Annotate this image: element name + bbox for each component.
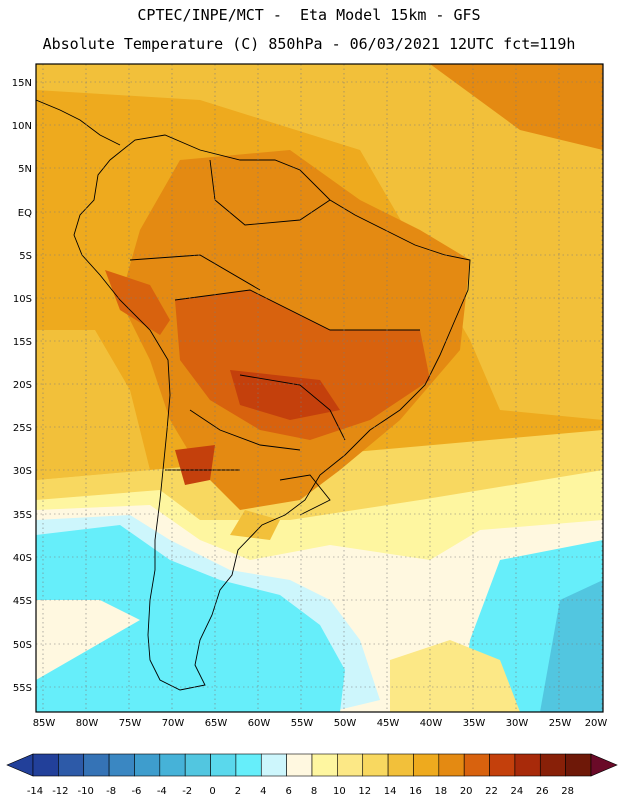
- colorbar-label: -6: [131, 786, 141, 797]
- lat-label: 50S: [13, 640, 32, 651]
- graticule: [36, 64, 603, 712]
- title-line-1: CPTEC/INPE/MCT - Eta Model 15km - GFS: [137, 6, 481, 24]
- lat-label: 5S: [19, 251, 32, 262]
- colorbar-label: 2: [235, 786, 241, 797]
- lat-label: 15S: [13, 337, 32, 348]
- colorbar-swatch: [438, 753, 465, 777]
- colorbar-label: 16: [409, 786, 422, 797]
- colorbar-swatch: [159, 753, 186, 777]
- colorbar-label: 22: [485, 786, 498, 797]
- colorbar-swatch: [463, 753, 490, 777]
- lon-label: 60W: [248, 718, 271, 729]
- lon-label: 55W: [291, 718, 314, 729]
- colorbar-swatch: [83, 753, 110, 777]
- lon-label: 50W: [334, 718, 357, 729]
- lat-label: 20S: [13, 380, 32, 391]
- lat-label: EQ: [18, 208, 32, 219]
- colorbar-swatch: [514, 753, 541, 777]
- lon-label: 30W: [506, 718, 529, 729]
- colorbar-label: 20: [460, 786, 473, 797]
- longitude-axis: 85W 80W 75W 70W 65W 60W 55W 50W 45W 40W …: [33, 718, 608, 729]
- colorbar-label: -14: [27, 786, 43, 797]
- colorbar-label: -8: [106, 786, 116, 797]
- lon-label: 75W: [119, 718, 142, 729]
- colorbar-arrow-low: [6, 753, 34, 777]
- lat-label: 15N: [12, 78, 32, 89]
- latitude-axis: 15N 10N 5N EQ 5S 10S 15S 20S 25S 30S 35S…: [12, 78, 32, 694]
- colorbar-swatch: [108, 753, 135, 777]
- colorbar-swatch: [413, 753, 440, 777]
- colorbar-swatch: [32, 753, 59, 777]
- colorbar-swatch: [362, 753, 389, 777]
- colorbar-label: 0: [209, 786, 215, 797]
- lon-label: 25W: [549, 718, 572, 729]
- colorbar-label: 26: [536, 786, 549, 797]
- lon-label: 65W: [205, 718, 228, 729]
- colorbar-label: 10: [333, 786, 346, 797]
- lon-label: 40W: [420, 718, 443, 729]
- temperature-field: [36, 64, 603, 712]
- colorbar-label: -2: [182, 786, 192, 797]
- lat-label: 40S: [13, 553, 32, 564]
- colorbar-swatch: [235, 753, 262, 777]
- map-frame: [35, 63, 604, 713]
- lon-label: 70W: [162, 718, 185, 729]
- colorbar-label: 4: [260, 786, 266, 797]
- colorbar-swatch: [539, 753, 566, 777]
- colorbar-label: -12: [52, 786, 68, 797]
- colorbar-swatch: [311, 753, 338, 777]
- lon-label: 45W: [377, 718, 400, 729]
- lon-label: 20W: [585, 718, 608, 729]
- lat-label: 10S: [13, 294, 32, 305]
- colorbar-swatch: [337, 753, 364, 777]
- colorbar-swatch: [58, 753, 85, 777]
- colorbar-label: 12: [358, 786, 371, 797]
- colorbar-label: 14: [384, 786, 397, 797]
- lat-label: 5N: [18, 164, 32, 175]
- colorbar-label: 18: [434, 786, 447, 797]
- colorbar-swatch: [184, 753, 211, 777]
- colorbar-swatch: [565, 753, 592, 777]
- colorbar-label: 6: [285, 786, 291, 797]
- title-line-2: Absolute Temperature (C) 850hPa - 06/03/…: [42, 35, 576, 53]
- lat-label: 35S: [13, 510, 32, 521]
- lat-label: 45S: [13, 596, 32, 607]
- colorbar-arrow-high: [590, 753, 618, 777]
- lon-label: 80W: [76, 718, 99, 729]
- lat-label: 55S: [13, 683, 32, 694]
- colorbar-swatch: [134, 753, 161, 777]
- colorbar-swatch: [489, 753, 516, 777]
- colorbar-swatch: [210, 753, 237, 777]
- lat-label: 25S: [13, 423, 32, 434]
- lon-label: 85W: [33, 718, 56, 729]
- lon-label: 35W: [463, 718, 486, 729]
- colorbar: -14 -12 -10 -8 -6 -4 -2 0 2 4 6 8 10 12 14 16 18 20 22 24 26…: [6, 753, 618, 797]
- colorbar-label: -10: [78, 786, 94, 797]
- lat-label: 10N: [12, 121, 32, 132]
- colorbar-label: -4: [157, 786, 167, 797]
- colorbar-label: 24: [511, 786, 524, 797]
- colorbar-swatch: [260, 753, 287, 777]
- colorbar-swatch: [286, 753, 313, 777]
- colorbar-label: 28: [561, 786, 574, 797]
- colorbar-label: 8: [311, 786, 317, 797]
- colorbar-swatch: [387, 753, 414, 777]
- lat-label: 30S: [13, 466, 32, 477]
